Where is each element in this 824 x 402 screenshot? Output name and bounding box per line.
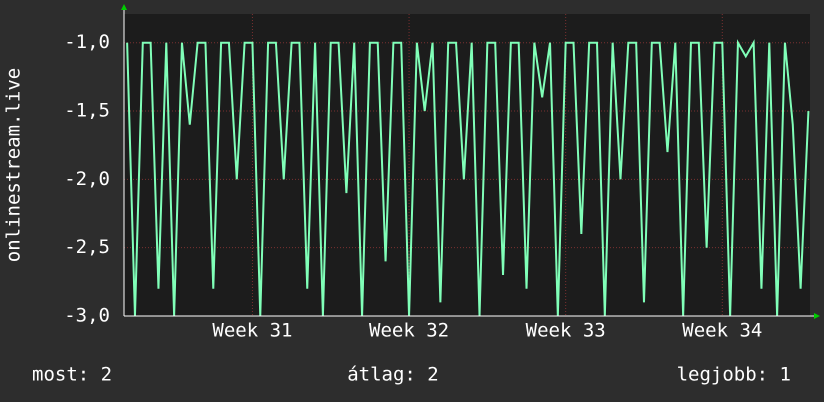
y-tick-label: -1,0: [64, 31, 110, 53]
y-axis-arrow: [121, 4, 127, 10]
data-line: [126, 39, 810, 317]
y-tick-label: -3,0: [64, 305, 110, 327]
x-tick-label: Week 31: [212, 320, 292, 342]
x-tick-label: Week 34: [682, 320, 762, 342]
footer-current: most: 2: [32, 364, 112, 386]
footer-average: átlag: 2: [347, 364, 439, 386]
y-tick-label: -2,5: [64, 236, 110, 258]
footer-best: legjobb: 1: [677, 364, 791, 386]
y-axis-label: onlinestream.live: [3, 68, 25, 262]
x-axis-arrow: [814, 313, 820, 319]
y-tick-label: -2,0: [64, 168, 110, 190]
y-tick-label: -1,5: [64, 100, 110, 122]
plot-area: [124, 14, 810, 316]
x-tick-label: Week 32: [369, 320, 449, 342]
x-tick-label: Week 33: [526, 320, 606, 342]
